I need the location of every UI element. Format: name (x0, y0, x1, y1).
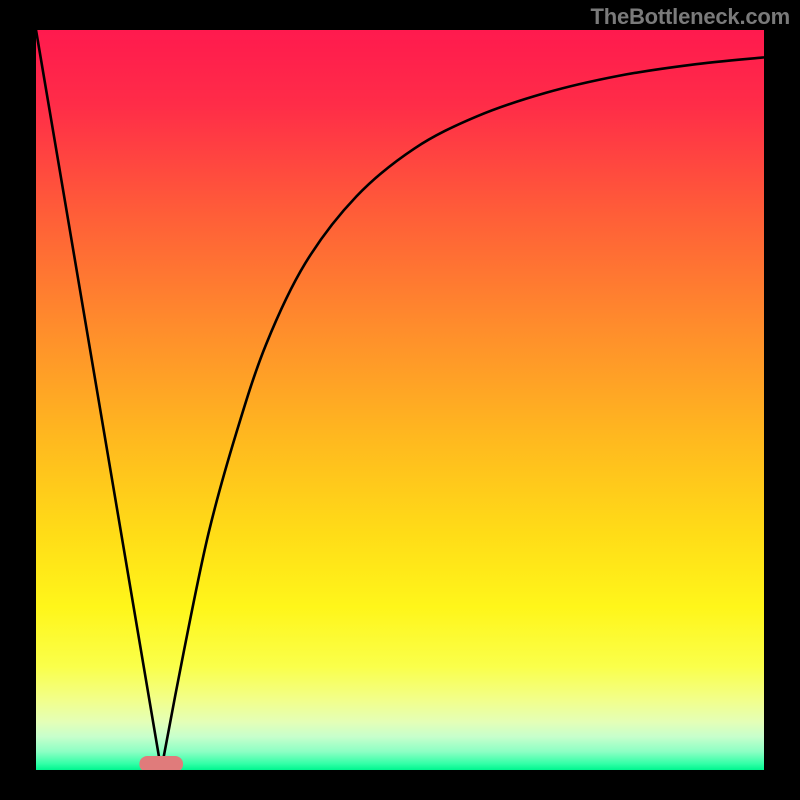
min-marker (139, 756, 183, 772)
chart-container: TheBottleneck.com (0, 0, 800, 800)
bottleneck-chart (0, 0, 800, 800)
watermark-text: TheBottleneck.com (590, 4, 790, 30)
plot-background (36, 30, 764, 770)
